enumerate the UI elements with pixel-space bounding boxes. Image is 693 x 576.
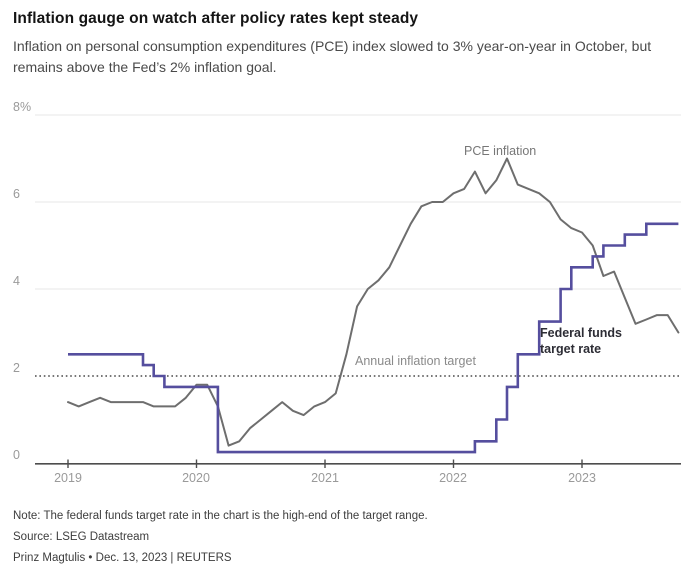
- y-axis-tick-6: 6: [13, 187, 20, 201]
- x-axis-tick-2023: 2023: [568, 471, 596, 485]
- chart-source: Source: LSEG Datastream: [13, 531, 150, 543]
- x-axis-tick-2021: 2021: [311, 471, 339, 485]
- x-axis-tick-2020: 2020: [182, 471, 210, 485]
- y-axis-tick-0: 0: [13, 448, 20, 462]
- pce-inflation-series-label: PCE inflation: [464, 144, 537, 158]
- x-axis-tick-2019: 2019: [54, 471, 82, 485]
- chart-subtitle: Inflation on personal consumption expend…: [13, 38, 652, 75]
- annual-inflation-target-label: Annual inflation target: [355, 354, 476, 368]
- federal-funds-label-line2: target rate: [540, 342, 602, 357]
- chart-byline: Prinz Magtulis • Dec. 13, 2023 | REUTERS: [13, 552, 232, 564]
- y-axis-tick-8: 8%: [13, 100, 32, 114]
- chart-canvas: [35, 114, 681, 468]
- federal-funds-series-label: Federal funds target rate: [540, 325, 622, 358]
- y-axis-tick-4: 4: [13, 274, 20, 288]
- y-axis-tick-2: 2: [13, 361, 20, 375]
- federal-funds-label-line1: Federal funds: [540, 326, 622, 340]
- chart-note: Note: The federal funds target rate in t…: [13, 510, 428, 522]
- plot-area: 8% 6 4 2 0 2019 2020 2021 2022 2023 PCE …: [13, 100, 681, 485]
- x-axis-tick-2022: 2022: [439, 471, 467, 485]
- page-title: Inflation gauge on watch after policy ra…: [13, 10, 419, 27]
